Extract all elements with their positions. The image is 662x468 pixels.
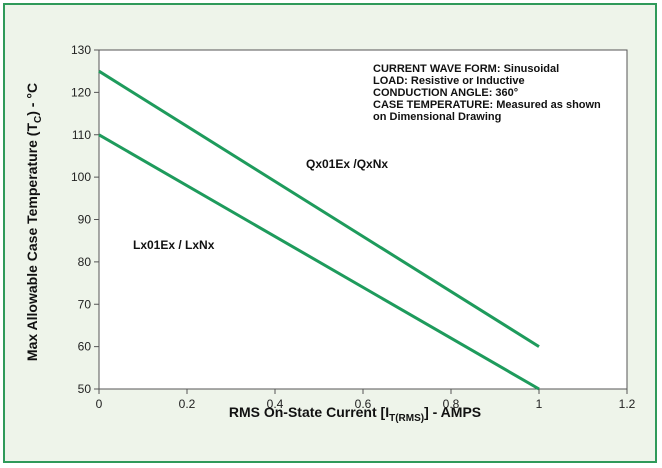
annotation-line: CONDUCTION ANGLE: 360° [373, 87, 518, 99]
y-tick-label: 80 [78, 255, 92, 269]
series-label-lx01ex: Lx01Ex / LxNx [133, 238, 215, 252]
plot-area [98, 49, 628, 390]
series-line-lx01ex [98, 133, 540, 391]
annotation-line: on Dimensional Drawing [373, 111, 501, 123]
y-axis-title-main: Max Allowable Case Temperature (T [24, 123, 40, 362]
x-tick-label: 1 [536, 397, 543, 411]
y-tick-label: 120 [71, 85, 91, 99]
series-layer [98, 69, 540, 391]
x-tick-label: 0.8 [443, 397, 460, 411]
x-tick-label: 1.2 [619, 397, 636, 411]
x-axis-title: RMS On-State Current [IT(RMS)] - AMPS [229, 404, 481, 424]
y-axis-title-subscript: C [33, 116, 44, 123]
x-tick-label: 0.2 [179, 397, 196, 411]
y-tick-label: 100 [71, 170, 91, 184]
chart-svg: 0 0.2 0.4 0.6 0.8 1 1.25060708090100110120130 … [24, 43, 636, 424]
series-label-qx01ex: Qx01Ex /QxNx [306, 157, 388, 171]
x-axis-title-subscript: T(RMS) [389, 413, 424, 424]
annotation-line: CASE TEMPERATURE: Measured as shown [373, 99, 601, 111]
y-axis-title-suffix: ) - °C [24, 83, 40, 116]
annotation-box: CURRENT WAVE FORM: Sinusoidal LOAD: Resi… [373, 63, 601, 123]
x-tick-label: 0.4 [267, 397, 284, 411]
x-tick-label: 0 [96, 397, 103, 411]
y-tick-label: 60 [78, 340, 92, 354]
annotation-line: LOAD: Resistive or Inductive [373, 75, 525, 87]
y-axis-title: Max Allowable Case Temperature (TC) - °C [24, 83, 44, 361]
y-tick-label: 110 [72, 128, 91, 142]
series-line-qx01ex [98, 69, 540, 348]
tick-layer: 0 0.2 0.4 0.6 0.8 1 1.2 50 60 70 80 90 100 110 120 130 [71, 43, 636, 411]
y-tick-label: 70 [78, 297, 92, 311]
x-axis-title-main: RMS On-State Current [I [229, 404, 389, 420]
annotation-line: CURRENT WAVE FORM: Sinusoidal [373, 63, 559, 75]
x-axis-title-suffix: ] - AMPS [424, 404, 481, 420]
chart-figure: 0 0.2 0.4 0.6 0.8 1 1.2 50 60 70 80 90 100 110 120 130 … [3, 3, 657, 463]
x-tick-label: 0.6 [355, 397, 372, 411]
y-tick-label: 90 [78, 213, 92, 227]
y-tick-label: 50 [78, 382, 92, 396]
y-tick-label: 130 [71, 43, 91, 57]
